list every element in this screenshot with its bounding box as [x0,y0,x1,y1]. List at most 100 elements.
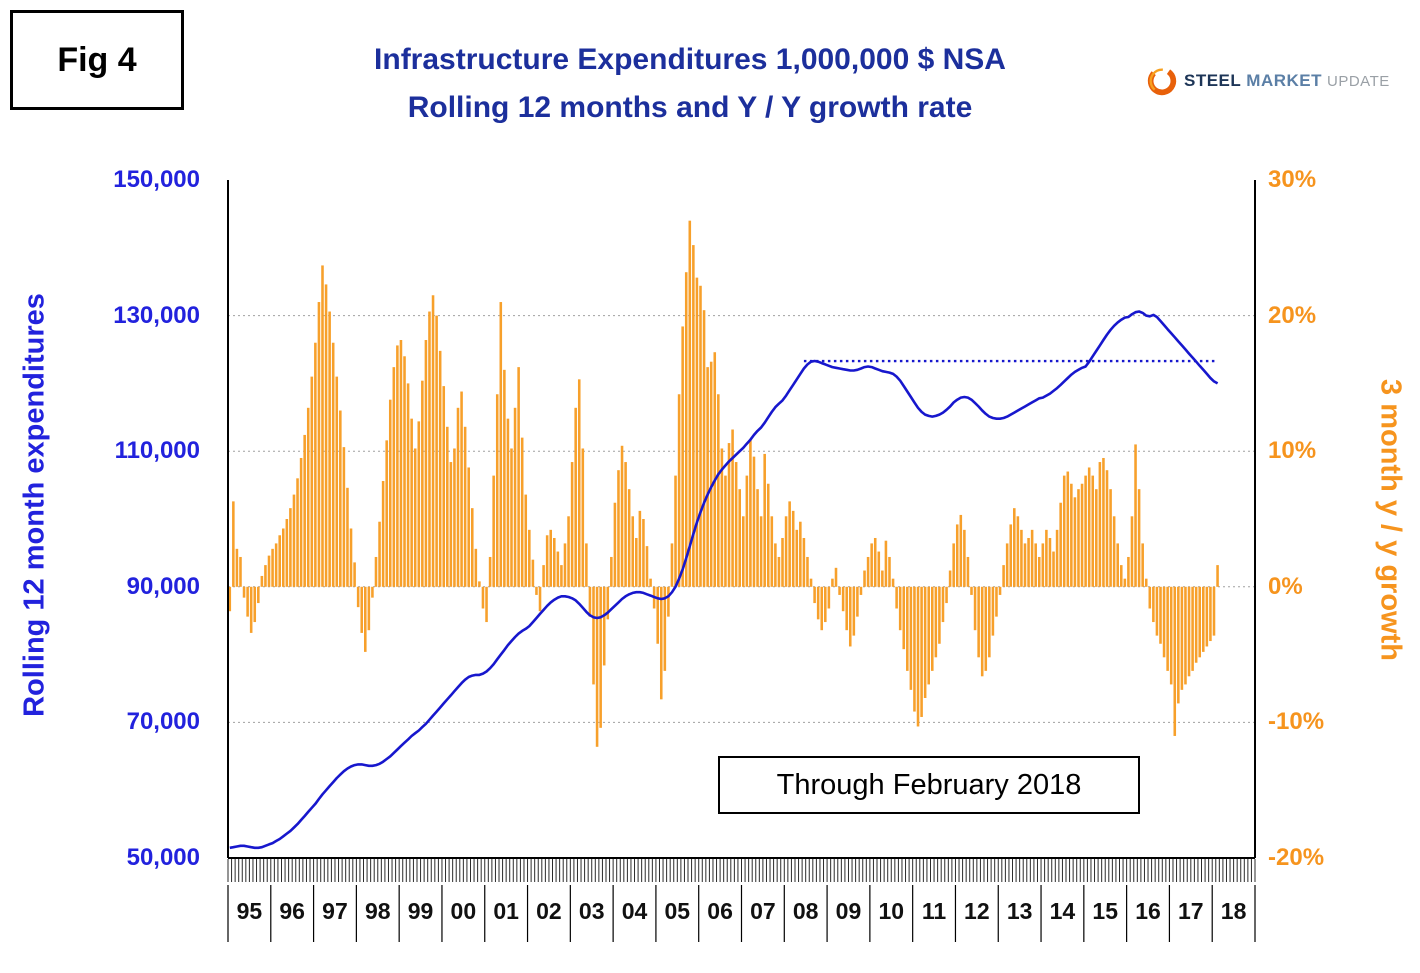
growth-bar [1202,586,1205,652]
growth-bar [538,586,542,612]
growth-bar [606,586,610,620]
growth-bar [1152,586,1155,623]
growth-bar [374,556,378,587]
growth-bar [513,407,517,587]
growth-bar [752,456,756,587]
growth-bar [1077,489,1080,587]
growth-bar [1045,529,1048,587]
growth-bar [524,494,528,587]
x-axis-year-label: 00 [450,898,477,924]
x-axis-year-label: 07 [750,898,776,924]
growth-bar [506,418,510,587]
growth-bar [495,394,499,587]
growth-bar [371,586,374,598]
growth-bar [638,510,642,587]
growth-bar [478,581,481,587]
growth-bar [353,562,356,587]
growth-bar [360,586,364,633]
growth-bar [449,462,453,587]
growth-bar [413,448,417,587]
growth-bar [1095,489,1098,587]
smu-logo: STEEL MARKET UPDATE [1145,64,1390,98]
growth-bar [770,516,774,587]
growth-bar [695,277,699,587]
growth-bar [1023,543,1027,587]
growth-bar [1148,586,1152,609]
growth-bar [1191,586,1194,671]
growth-bar [1173,586,1177,736]
growth-bar [442,386,446,587]
growth-bar [720,448,724,587]
x-axis-year-label: 04 [621,898,648,924]
expenditures-line [229,310,1219,850]
growth-bar [271,548,274,587]
growth-bar [881,570,884,587]
growth-bar [424,340,428,587]
growth-bar [841,586,845,612]
growth-bar [909,586,913,690]
growth-bar [809,578,813,587]
growth-bar [403,356,406,587]
growth-bar [1091,475,1095,587]
growth-bar [460,391,463,587]
growth-bar [1159,586,1162,644]
growth-bar [1109,489,1112,587]
growth-bar [667,586,670,617]
growth-bar [852,586,856,636]
x-axis-year-label: 05 [664,898,691,924]
growth-bar [795,529,799,587]
growth-bar [702,310,706,587]
growth-bar [799,521,802,587]
growth-bar [1084,475,1087,587]
growth-bar [920,586,923,717]
growth-bar [870,543,873,587]
growth-bar [938,586,941,644]
x-axis-year-label: 14 [1049,898,1076,924]
growth-bar [656,586,659,644]
growth-bar [991,586,995,636]
growth-bar [620,445,624,587]
growth-bar [688,220,692,587]
growth-bar [930,586,934,671]
growth-bar [278,535,281,587]
growth-bar [410,418,413,587]
growth-bar [717,394,720,587]
growth-bar [1009,524,1013,587]
growth-bar [492,475,495,587]
right-axis-tick-label: -10% [1268,708,1325,736]
growth-bar [699,285,702,587]
growth-bar [913,586,916,712]
growth-bar [463,426,467,587]
growth-bar [474,548,478,587]
x-axis-year-label: 06 [707,898,733,924]
growth-bar [1070,483,1073,587]
growth-bar [470,508,474,587]
growth-bar [1066,471,1070,587]
growth-bar [560,565,563,587]
growth-bar [485,586,488,623]
growth-bar [998,586,1002,595]
growth-bar [602,586,606,666]
growth-bar [763,453,766,587]
growth-bar [1027,537,1030,587]
growth-bar [520,437,524,587]
growth-bar [1194,586,1198,663]
annotation-box: Through February 2018 [718,756,1140,814]
growth-bar [339,410,342,587]
growth-bar [570,462,574,587]
x-axis-year-label: 16 [1135,898,1161,924]
growth-bar [756,489,759,587]
growth-bar [232,501,235,587]
growth-bar [838,586,841,595]
growth-bar [260,575,264,587]
growth-bar [955,524,959,587]
growth-bar [1212,586,1216,636]
growth-bar [1177,586,1180,704]
growth-bar [813,586,816,604]
growth-bar [264,565,267,587]
growth-bar [1119,565,1123,587]
growth-bar [1030,529,1034,587]
growth-bar [866,556,870,587]
x-axis-year-label: 10 [878,898,905,924]
growth-bar [228,586,232,612]
